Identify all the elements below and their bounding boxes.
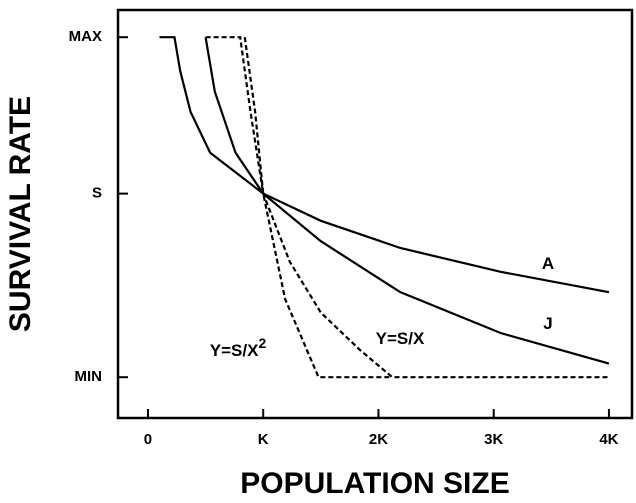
curve xyxy=(243,37,393,379)
plot-frame xyxy=(116,8,634,420)
x-tick-label: 4K xyxy=(599,431,618,448)
curve xyxy=(159,36,610,294)
curve-label-text: Y=S/X xyxy=(210,341,259,360)
curve-label: A xyxy=(542,254,554,273)
curve-label-text: Y=S/X xyxy=(376,329,425,348)
x-tick-label: 3K xyxy=(484,431,503,448)
curve-label: Y=S/X xyxy=(376,329,425,348)
x-tick-label: K xyxy=(258,431,269,448)
x-axis-title: POPULATION SIZE xyxy=(240,467,509,500)
curve-label: Y=S/X2 xyxy=(210,335,267,361)
curve xyxy=(204,37,610,365)
x-tick-label: 0 xyxy=(144,431,152,448)
curve xyxy=(205,36,609,379)
y-axis-title: SURVIVAL RATE xyxy=(4,96,37,332)
y-tick-label: MIN xyxy=(75,368,103,385)
curve-label-text: A xyxy=(542,254,554,273)
y-tick-label: S xyxy=(92,185,102,202)
y-tick-label: MAX xyxy=(69,28,102,45)
curve-label-sup: 2 xyxy=(258,335,266,351)
x-tick-label: 2K xyxy=(369,431,388,448)
curve-label-text: J xyxy=(543,314,552,333)
curve-label: J xyxy=(543,314,552,333)
